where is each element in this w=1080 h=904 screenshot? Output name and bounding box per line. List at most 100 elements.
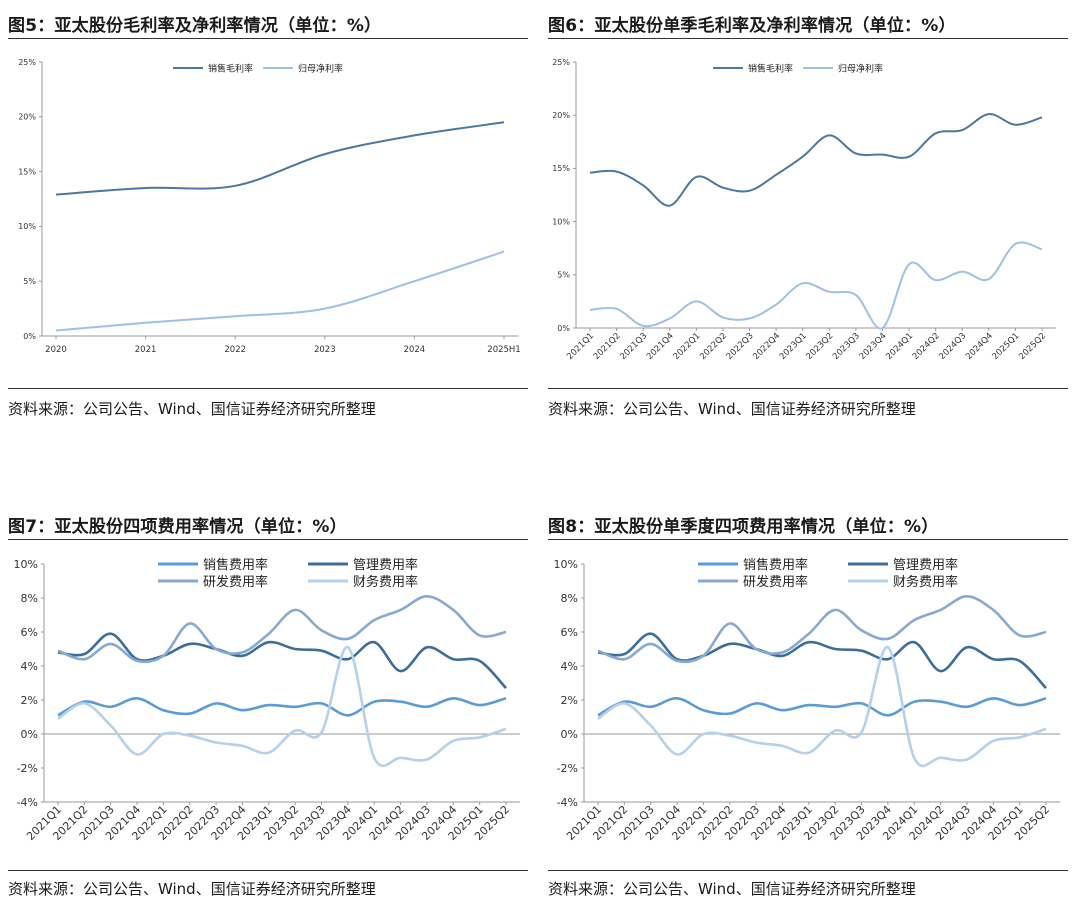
title-rule [8, 539, 528, 540]
y-tick-label: 8% [561, 592, 578, 605]
series-line-0 [589, 113, 1043, 207]
y-tick-label: 10% [14, 558, 38, 571]
series-line-0 [55, 121, 505, 196]
x-tick-label: 2022Q4 [751, 331, 782, 362]
y-tick-label: 6% [561, 626, 578, 639]
x-tick-label: 2022 [224, 345, 246, 355]
x-tick-label: 2021Q1 [565, 331, 596, 362]
series-line-0 [597, 696, 1047, 717]
y-tick-label: 20% [18, 113, 36, 122]
y-tick-label: 25% [552, 58, 570, 67]
series-line-2 [57, 595, 507, 664]
series-line-1 [597, 632, 1047, 690]
series-line-1 [589, 241, 1043, 330]
y-tick-label: 8% [21, 592, 38, 605]
x-tick-label: 2020 [45, 345, 67, 355]
x-tick-label: 2022Q1 [672, 331, 703, 362]
x-tick-label: 2022Q2 [698, 331, 729, 362]
chart-source: 资料来源：公司公告、Wind、国信证券经济研究所整理 [548, 400, 916, 418]
series-line-3 [57, 645, 507, 768]
chart-panel-fig7: 图7：亚太股份四项费用率情况（单位：%） -4% -2% 0% 2% 4% 6% 8% 10%… [8, 512, 528, 902]
source-rule [548, 870, 1068, 871]
x-tick-label: 2024Q4 [964, 331, 995, 362]
y-tick-label: 4% [21, 660, 38, 673]
x-tick-label: 2024Q3 [937, 331, 968, 362]
x-tick-label: 2021Q3 [618, 331, 649, 362]
series-line-3 [597, 645, 1047, 768]
title-rule [548, 539, 1068, 540]
x-tick-label: 2025Q1 [991, 331, 1022, 362]
title-rule [548, 38, 1068, 39]
chart-title: 图6：亚太股份单季毛利率及净利率情况（单位：%） [548, 16, 956, 36]
y-tick-label: 25% [18, 58, 36, 67]
y-tick-label: 5% [23, 277, 36, 286]
chart-source: 资料来源：公司公告、Wind、国信证券经济研究所整理 [548, 880, 916, 898]
series-line-0 [57, 696, 507, 717]
y-tick-label: 0% [561, 728, 578, 741]
y-tick-label: 4% [561, 660, 578, 673]
x-tick-label: 2023 [314, 345, 336, 355]
source-rule [8, 388, 528, 389]
legend-label: 销售毛利率 [208, 62, 253, 74]
y-tick-label: 0% [21, 728, 38, 741]
chart-source: 资料来源：公司公告、Wind、国信证券经济研究所整理 [8, 880, 376, 898]
x-tick-label: 2024 [404, 345, 426, 355]
legend-label: 归母净利率 [298, 62, 343, 74]
y-tick-label: 20% [552, 111, 570, 120]
series-line-1 [57, 632, 507, 690]
y-tick-label: 10% [552, 217, 570, 226]
y-tick-label: 2% [21, 694, 38, 707]
chart-panel-fig8: 图8：亚太股份单季度四项费用率情况（单位：%） -4% -2% 0% 2% 4% 6% 8%… [548, 512, 1068, 902]
x-tick-label: 2025Q2 [1017, 331, 1048, 362]
x-tick-label: 2023Q1 [778, 331, 809, 362]
x-tick-label: 2024Q1 [884, 331, 915, 362]
legend-label: 销售毛利率 [748, 62, 793, 74]
y-tick-label: -4% [557, 796, 578, 809]
y-tick-label: 6% [21, 626, 38, 639]
chart-title: 图7：亚太股份四项费用率情况（单位：%） [8, 517, 347, 537]
legend-label: 研发费用率 [743, 574, 808, 590]
legend-label: 研发费用率 [203, 574, 268, 590]
title-rule [8, 38, 528, 39]
y-tick-label: 2% [561, 694, 578, 707]
y-tick-label: -4% [17, 796, 38, 809]
legend-label: 财务费用率 [893, 574, 958, 590]
x-tick-label: 2023Q2 [804, 331, 835, 362]
chart-panel-fig5: 图5：亚太股份毛利率及净利率情况（单位：%） 0% 5% 10% 15% 20% 25% 2… [8, 0, 528, 440]
x-tick-label: 2021Q2 [592, 331, 623, 362]
legend-label: 财务费用率 [353, 574, 418, 590]
x-tick-label: 2021 [135, 345, 157, 355]
chart-fig8: -4%-2%0%2%4%6%8%10%2021Q12021Q22021Q3202… [554, 557, 1060, 843]
chart-fig6: 0% 5% 10% 15% 20% 25% 2021Q12021Q22021Q32021Q4… [552, 58, 1056, 362]
x-tick-label: 2024Q2 [911, 331, 942, 362]
y-tick-label: 0% [557, 324, 570, 333]
legend-label: 管理费用率 [353, 557, 418, 573]
y-tick-label: -2% [17, 762, 38, 775]
y-tick-label: 15% [552, 164, 570, 173]
chart-fig5: 0% 5% 10% 15% 20% 25% 2020 2021 2022 2023 2024 2025… [18, 58, 521, 355]
legend-label: 销售费用率 [743, 557, 808, 573]
y-tick-label: 10% [554, 558, 578, 571]
y-tick-label: 0% [23, 332, 36, 341]
y-tick-label: -2% [557, 762, 578, 775]
x-tick-label: 2025H1 [487, 345, 520, 355]
legend-label: 销售费用率 [203, 557, 268, 573]
series-line-2 [597, 595, 1047, 664]
x-tick-label: 2021Q4 [645, 331, 676, 362]
y-tick-label: 5% [557, 271, 570, 280]
x-tick-label: 2023Q3 [831, 331, 862, 362]
x-tick-label: 2022Q3 [725, 331, 756, 362]
chart-title: 图8：亚太股份单季度四项费用率情况（单位：%） [548, 517, 939, 537]
legend-label: 管理费用率 [893, 557, 958, 573]
legend-label: 归母净利率 [838, 62, 883, 74]
chart-fig7: -4%-2%0%2%4%6%8%10%2021Q12021Q22021Q3202… [14, 557, 520, 843]
chart-title: 图5：亚太股份毛利率及净利率情况（单位：%） [8, 16, 382, 36]
chart-source: 资料来源：公司公告、Wind、国信证券经济研究所整理 [8, 400, 376, 418]
y-tick-label: 15% [18, 167, 36, 176]
source-rule [548, 388, 1068, 389]
x-tick-label: 2023Q4 [858, 331, 889, 362]
source-rule [8, 870, 528, 871]
chart-panel-fig6: 图6：亚太股份单季毛利率及净利率情况（单位：%） 0% 5% 10% 15% 20% 25… [548, 0, 1068, 440]
series-line-1 [55, 250, 505, 332]
y-tick-label: 10% [18, 222, 36, 231]
